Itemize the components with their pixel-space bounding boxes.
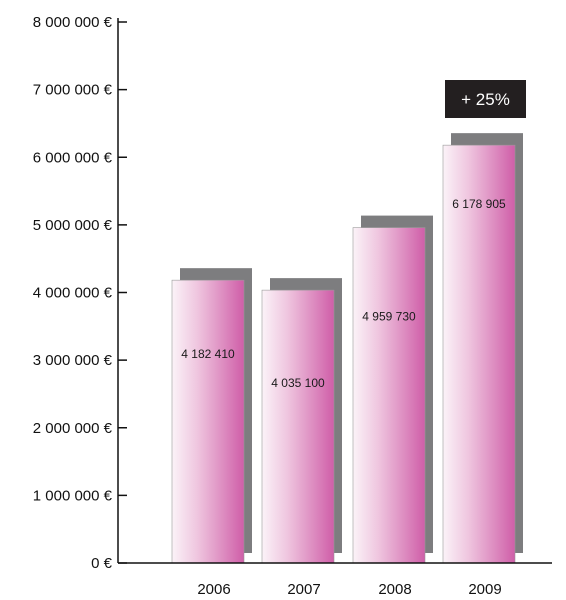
growth-callout-text: + 25%	[461, 90, 510, 109]
y-tick-label: 0 €	[91, 555, 113, 572]
y-tick-label: 3 000 000 €	[33, 352, 113, 369]
x-tick-label: 2009	[468, 581, 501, 598]
y-tick-label: 1 000 000 €	[33, 487, 113, 504]
bar-value-label: 4 182 410	[181, 347, 235, 361]
bar-2006	[171, 279, 245, 564]
y-tick-label: 6 000 000 €	[33, 149, 113, 166]
x-tick-label: 2008	[378, 581, 411, 598]
bar-2008	[352, 227, 426, 564]
x-tick-label: 2006	[197, 581, 230, 598]
bar-2009	[442, 144, 516, 564]
bar-value-label: 4 959 730	[362, 310, 416, 324]
label-layer: 4 182 410 4 035 100 4 959 730 6 178 905 2006…	[181, 197, 506, 598]
callout-layer: + 25%	[445, 80, 526, 118]
y-tick-label: 4 000 000 €	[33, 285, 113, 302]
growth-callout-box	[445, 80, 526, 118]
y-tick-label: 5 000 000 €	[33, 217, 113, 234]
y-tick-label: 7 000 000 €	[33, 82, 113, 99]
axis-layer: 0 € 1 000 000 € 2 000 000 € 3 000 000 € 4 00…	[33, 14, 552, 572]
y-tick-label: 2 000 000 €	[33, 420, 113, 437]
bar-layer	[171, 144, 516, 564]
y-tick-label: 8 000 000 €	[33, 14, 113, 31]
bar-value-label: 4 035 100	[271, 376, 325, 390]
bar-2007	[261, 289, 335, 564]
x-tick-label: 2007	[287, 581, 320, 598]
bar-value-label: 6 178 905	[452, 197, 506, 211]
